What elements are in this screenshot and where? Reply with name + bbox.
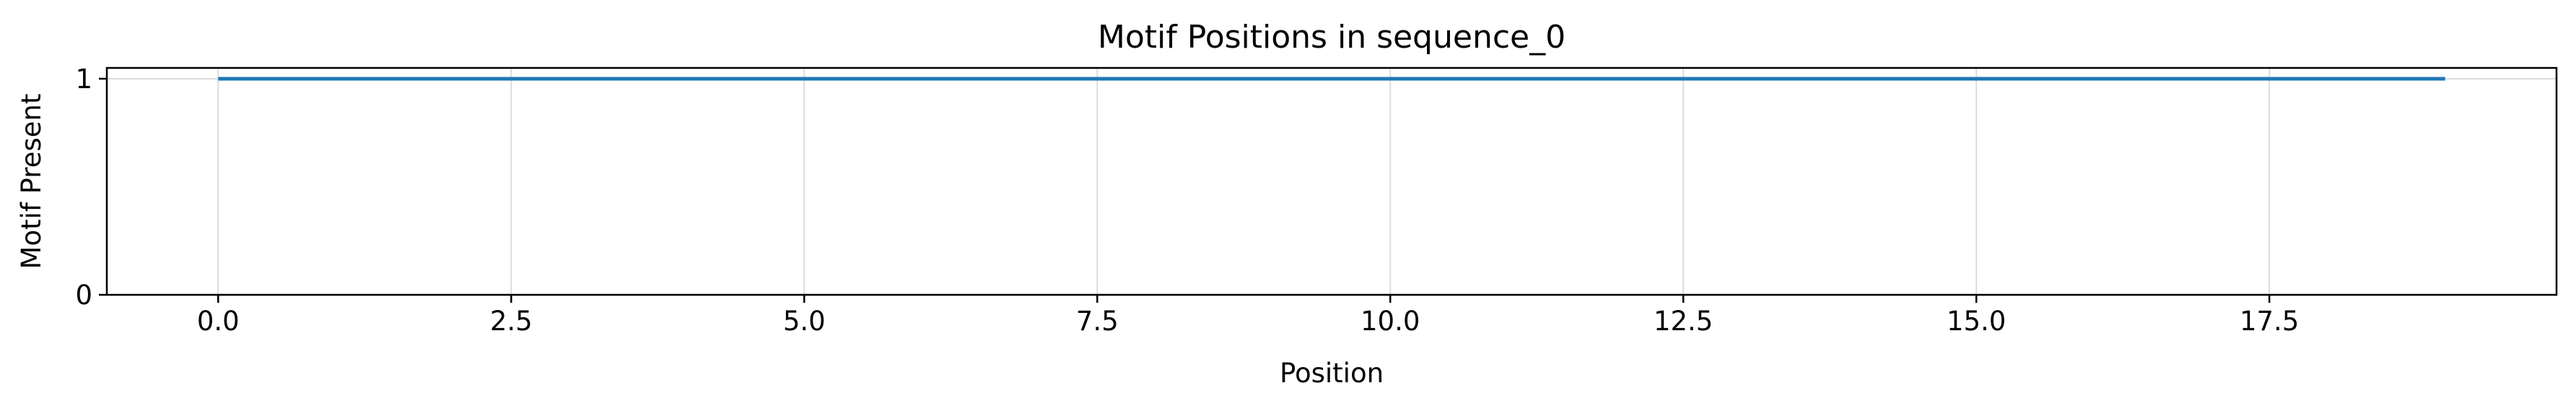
grid	[107, 68, 2557, 296]
x-tick-label: 7.5	[1076, 306, 1119, 337]
y-axis-label: Motif Present	[16, 94, 47, 270]
x-tick-label: 2.5	[490, 306, 533, 337]
plot-frame	[105, 66, 2558, 296]
x-tick-label: 5.0	[783, 306, 826, 337]
x-axis: 0.0 2.5 5.0 7.5 10.0 12.5 15.0 17.5	[197, 295, 2299, 337]
x-tick-label: 0.0	[197, 306, 240, 337]
y-tick-label: 1	[75, 64, 92, 95]
x-tick-label: 15.0	[1947, 306, 2006, 337]
x-tick-label: 10.0	[1361, 306, 1420, 337]
y-tick-label: 0	[75, 280, 92, 311]
x-tick-label: 12.5	[1654, 306, 1713, 337]
y-axis: 01	[75, 64, 107, 311]
x-tick-label: 17.5	[2240, 306, 2299, 337]
chart-title: Motif Positions in sequence_0	[1098, 19, 1566, 56]
x-axis-label: Position	[1280, 358, 1384, 389]
